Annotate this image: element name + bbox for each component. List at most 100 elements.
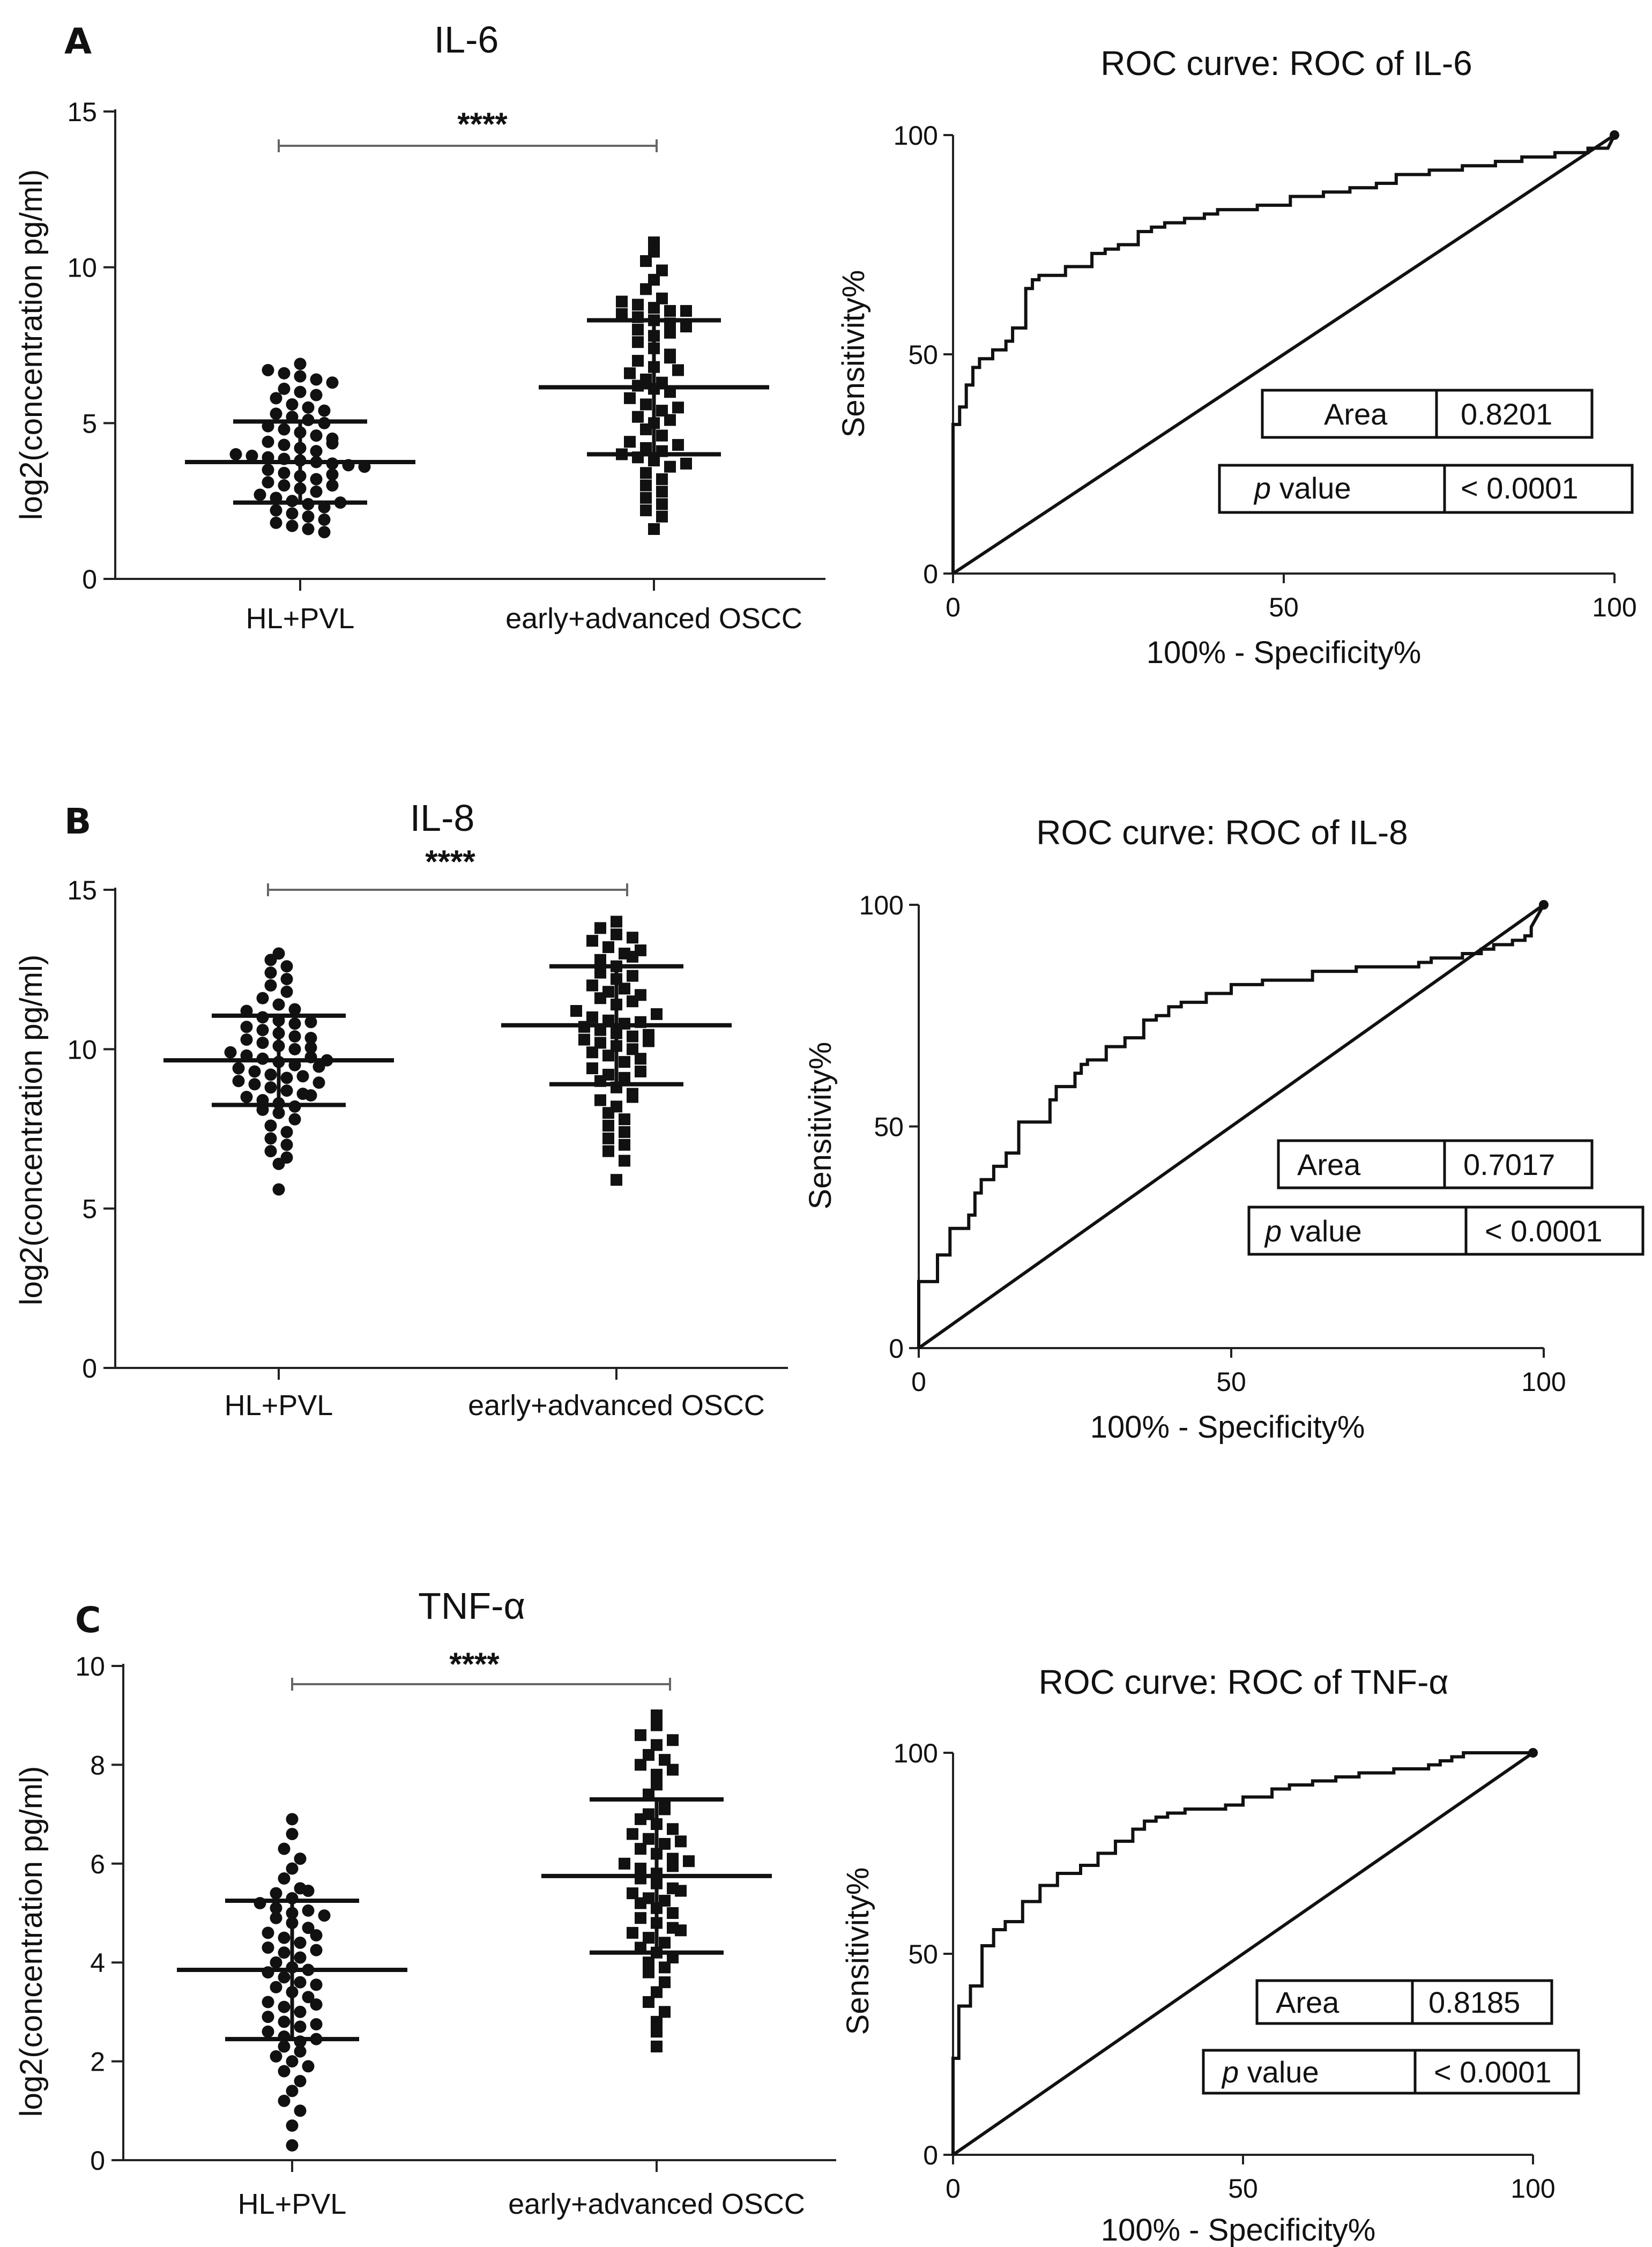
data-point-circle: [262, 364, 274, 377]
data-point-circle: [232, 1075, 245, 1088]
data-point-square: [664, 326, 676, 339]
p-value-box: [1218, 464, 1634, 514]
roc-y-tick-label: 0: [889, 1334, 904, 1364]
roc-x-axis-label: 100% - Specificity%: [1090, 1410, 1365, 1445]
data-point-square: [643, 1833, 654, 1845]
area-value: 0.7017: [1463, 1148, 1555, 1181]
data-point-square: [635, 1897, 646, 1909]
roc-x-tick-label: 100: [1510, 2174, 1555, 2204]
data-point-square: [586, 935, 598, 947]
data-point-square: [611, 1174, 622, 1186]
data-point-circle: [270, 407, 282, 420]
data-point-square: [675, 1835, 687, 1848]
significance-label: ****: [457, 106, 508, 142]
data-point-square: [643, 1996, 654, 2008]
y-tick-label: 8: [90, 1750, 105, 1780]
data-point-square: [632, 336, 644, 348]
roc-y-axis-label: Sensitivity%: [803, 1042, 838, 1210]
data-point-circle: [270, 392, 282, 405]
data-point-square: [667, 1734, 679, 1746]
data-point-circle: [302, 401, 315, 414]
data-point-circle: [280, 960, 293, 973]
p-value-box: [1247, 1206, 1644, 1256]
data-point-circle: [278, 1971, 291, 1984]
data-point-square: [632, 411, 644, 423]
data-point-square: [651, 2026, 663, 2038]
data-point-square: [619, 1126, 630, 1138]
data-point-circle: [272, 1106, 285, 1119]
roc-x-tick-label: 0: [911, 1367, 926, 1397]
roc-y-axis-label: Sensitivity%: [836, 270, 871, 438]
data-point-circle: [310, 473, 323, 486]
y-tick-label: 10: [67, 1035, 97, 1065]
data-point-square: [586, 1011, 598, 1023]
scatter-panel-b: B IL-8 log2(concentration pg/ml) **** HL…: [14, 797, 788, 1422]
data-point-circle: [262, 2011, 274, 2023]
area-box: [1261, 389, 1594, 439]
y-tick-label: 5: [82, 1194, 97, 1224]
data-point-circle: [310, 373, 323, 386]
data-point-circle: [294, 358, 307, 370]
data-point-square: [635, 1729, 646, 1742]
data-point-circle: [280, 985, 293, 998]
roc-curve-line: [917, 904, 1545, 1348]
data-point-circle: [280, 1139, 293, 1151]
data-point-circle: [294, 1951, 307, 1964]
data-point-circle: [256, 1024, 269, 1037]
data-point-square: [627, 932, 638, 944]
data-point-square: [619, 1857, 630, 1870]
area-box: [1255, 1979, 1553, 2025]
data-point-circle: [262, 476, 274, 489]
data-point-square: [664, 305, 676, 317]
data-point-square: [648, 523, 660, 535]
roc-title: ROC curve: ROC of TNF-α: [1039, 1663, 1449, 1701]
data-point-square: [672, 439, 684, 451]
data-point-circle: [224, 1046, 237, 1059]
data-point-square: [651, 1768, 663, 1781]
data-point-circle: [302, 2060, 315, 2073]
data-point-circle: [294, 385, 307, 398]
data-point-circle: [294, 1936, 307, 1949]
data-point-circle: [318, 526, 331, 539]
data-point-square: [659, 1937, 671, 1949]
data-point-circle: [245, 449, 258, 462]
panel-letter-a: A: [64, 21, 92, 62]
data-point-square: [627, 970, 638, 982]
data-point-circle: [280, 1072, 293, 1084]
data-point-circle: [278, 367, 291, 380]
data-point-circle: [278, 423, 291, 436]
data-point-square: [643, 1749, 654, 1761]
data-point-circle: [288, 1030, 301, 1043]
y-axis-label: log2(concentration pg/ml): [14, 169, 49, 520]
y-tick-label: 0: [82, 1353, 97, 1383]
data-point-square: [619, 1072, 630, 1084]
data-point-circle: [286, 2085, 299, 2097]
data-point-circle: [286, 1827, 299, 1840]
data-point-circle: [288, 1043, 301, 1055]
scatter-marks: 0 5 10 15: [67, 97, 825, 594]
data-point-square: [632, 299, 644, 311]
data-point-square: [672, 401, 684, 414]
data-point-square: [602, 1145, 614, 1157]
roc-end-point: [1539, 900, 1549, 910]
data-point-circle: [294, 2020, 307, 2033]
data-point-circle: [310, 485, 323, 498]
data-point-circle: [229, 448, 242, 460]
data-point-circle: [270, 1981, 282, 1993]
data-point-square: [656, 486, 668, 498]
data-point-square: [651, 1719, 663, 1731]
reference-diagonal-line: [952, 1751, 1534, 2156]
data-point-circle: [264, 1068, 277, 1081]
data-point-square: [627, 1030, 638, 1043]
data-point-circle: [326, 376, 339, 389]
data-point-square: [664, 414, 676, 426]
data-point-square: [643, 1029, 654, 1041]
data-point-circle: [304, 1089, 317, 1102]
data-point-circle: [310, 2018, 323, 2030]
data-point-square: [659, 1754, 671, 1766]
roc-y-tick-label: 100: [894, 1738, 938, 1768]
data-point-square: [594, 922, 606, 934]
data-point-square: [643, 1966, 654, 1978]
data-point-circle: [256, 1036, 269, 1049]
data-point-circle: [278, 479, 291, 492]
